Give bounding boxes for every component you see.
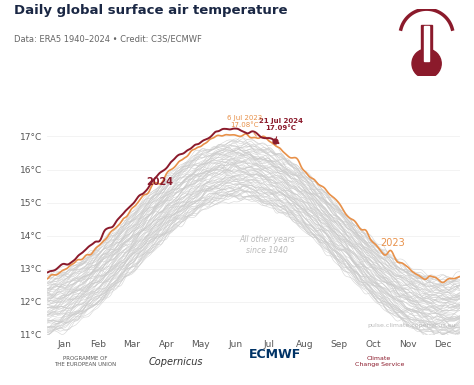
- Text: pulse.climate.copernicus.eu: pulse.climate.copernicus.eu: [367, 323, 456, 328]
- Text: PROGRAMME OF
THE EUROPEAN UNION: PROGRAMME OF THE EUROPEAN UNION: [54, 357, 117, 367]
- Text: 6 Jul 2023
17.08°C: 6 Jul 2023 17.08°C: [227, 116, 262, 136]
- Bar: [421, 25, 432, 64]
- Text: 21 Jul 2024
17.09°C: 21 Jul 2024 17.09°C: [259, 118, 303, 139]
- Text: ECMWF: ECMWF: [249, 348, 301, 361]
- Text: 2024: 2024: [146, 177, 173, 187]
- Text: 2023: 2023: [381, 238, 405, 248]
- Text: Climate
Change Service: Climate Change Service: [355, 357, 404, 367]
- Text: All other years
since 1940: All other years since 1940: [239, 235, 295, 254]
- Text: Daily global surface air temperature: Daily global surface air temperature: [14, 4, 288, 17]
- Text: Copernicus: Copernicus: [148, 357, 202, 367]
- Text: Data: ERA5 1940–2024 • Credit: C3S/ECMWF: Data: ERA5 1940–2024 • Credit: C3S/ECMWF: [14, 35, 202, 44]
- Bar: [424, 27, 429, 61]
- Circle shape: [412, 49, 441, 78]
